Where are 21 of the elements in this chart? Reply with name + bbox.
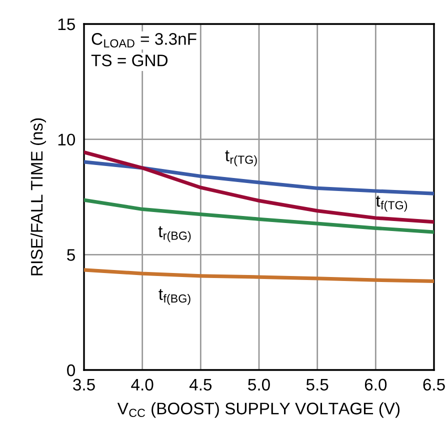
x-tick-label: 4.0 xyxy=(131,378,154,391)
x-tick-label: 5.0 xyxy=(248,378,270,391)
series-label: t$_{r(TG)}$ xyxy=(225,150,257,166)
y-tick-label: 0 xyxy=(67,364,76,376)
y-tick-label: 10 xyxy=(58,134,76,146)
y-tick-label: 5 xyxy=(67,249,75,261)
annotation: C$_{LOAD}$ = 3.3nF xyxy=(92,33,196,48)
series-label: t$_{r(BG)}$ xyxy=(158,226,191,242)
line-series xyxy=(84,150,434,224)
x-tick-label: 5.5 xyxy=(306,378,328,391)
series-label: t$_{f(BG)}$ xyxy=(158,289,190,305)
y-axis-title: RISE/FALL TIME (ns) xyxy=(30,118,46,276)
y-tick-label: 15 xyxy=(58,18,75,30)
series-label: t$_{f(TG)}$ xyxy=(376,196,408,212)
annotation: TS = GND xyxy=(91,54,168,66)
x-axis-title: V$_{CC}$ (BOOST) SUPPLY VOLTAGE (V) xyxy=(117,402,400,418)
x-tick-label: 3.5 xyxy=(73,378,95,391)
line-series xyxy=(84,268,434,283)
x-tick-label: 6.0 xyxy=(364,378,387,391)
x-tick-label: 6.5 xyxy=(423,378,445,391)
x-tick-label: 4.5 xyxy=(189,378,212,391)
